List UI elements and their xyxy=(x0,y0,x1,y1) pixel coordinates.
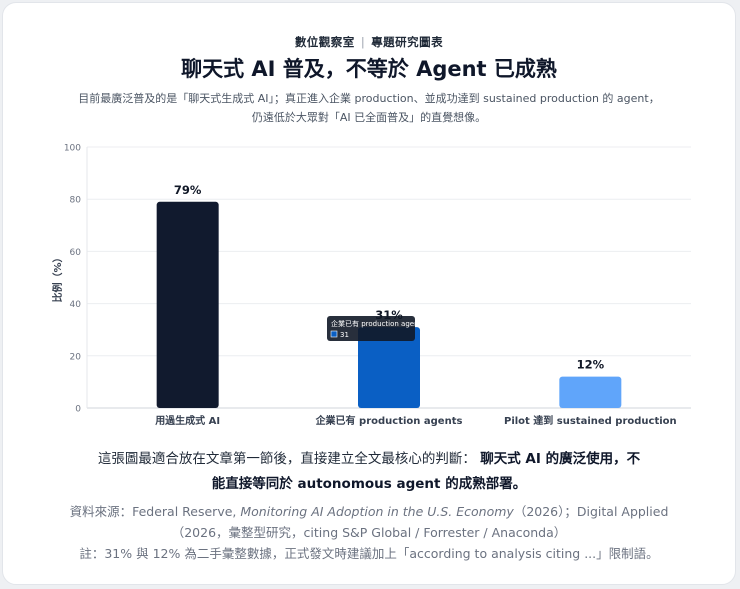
tooltip-box xyxy=(327,316,415,341)
x-tick-label-3: Pilot 達到 sustained production xyxy=(504,414,677,427)
x-tick-label-1: 用過生成式 AI xyxy=(154,414,220,427)
tooltip-value: 31 xyxy=(340,331,349,339)
subtitle-line-1: 目前最廣泛普及的是「聊天式生成式 AI」；真正進入企業 production、並… xyxy=(78,92,660,105)
tooltip-title: 企業已有 production agents xyxy=(331,319,425,328)
chart-title: 聊天式 AI 普及，不等於 Agent 已成熟 xyxy=(181,57,557,81)
footnote: 註：31% 與 12% 為二手彙整數據，正式發文時建議加上「according … xyxy=(79,546,659,561)
kicker-right: 專題研究圖表 xyxy=(371,35,444,49)
bar-3 xyxy=(559,376,622,408)
subtitle-line-2: 仍遠低於大眾對「AI 已全面普及」的直覺想像。 xyxy=(251,111,487,124)
source-title: Monitoring AI Adoption in the U.S. Econo… xyxy=(240,504,514,519)
kicker-left: 數位觀察室 xyxy=(294,35,355,49)
kicker: 數位觀察室 | 專題研究圖表 xyxy=(3,34,735,50)
data-label-3: 12% xyxy=(577,358,605,372)
kicker-separator: | xyxy=(360,35,366,49)
source-prefix: 資料來源：Federal Reserve, xyxy=(69,504,237,519)
y-tick-label: 60 xyxy=(70,248,82,258)
conclusion-text: 這張圖最適合放在文章第一節後，直接建立全文最核心的判斷： xyxy=(97,451,476,467)
y-tick-label: 20 xyxy=(70,352,82,362)
conclusion-emphasis: 聊天式 AI 的廣泛使用，不能直接等同於 autonomous agent 的成… xyxy=(211,451,641,492)
source-note: 資料來源：Federal Reserve, Monitoring AI Adop… xyxy=(43,501,695,564)
source-line: 資料來源：Federal Reserve, Monitoring AI Adop… xyxy=(43,501,695,543)
y-tick-label: 100 xyxy=(64,144,81,154)
bar-2 xyxy=(358,327,420,408)
y-tick-label: 40 xyxy=(70,300,82,310)
chart-subtitle: 目前最廣泛普及的是「聊天式生成式 AI」；真正進入企業 production、並… xyxy=(63,89,675,127)
conclusion: 這張圖最適合放在文章第一節後，直接建立全文最核心的判斷： 聊天式 AI 的廣泛使… xyxy=(93,447,645,497)
tooltip-swatch xyxy=(330,330,338,338)
y-tick-label: 80 xyxy=(70,196,82,206)
data-label-1: 79% xyxy=(174,183,202,197)
x-tick-label-2: 企業已有 production agents xyxy=(315,414,463,427)
bar-1 xyxy=(156,201,219,408)
source-rest: （2026）；Digital Applied（2026，彙整型研究，citing… xyxy=(171,504,669,540)
y-tick-label: 0 xyxy=(75,405,81,415)
y-axis-title: 比例（%） xyxy=(51,252,64,302)
